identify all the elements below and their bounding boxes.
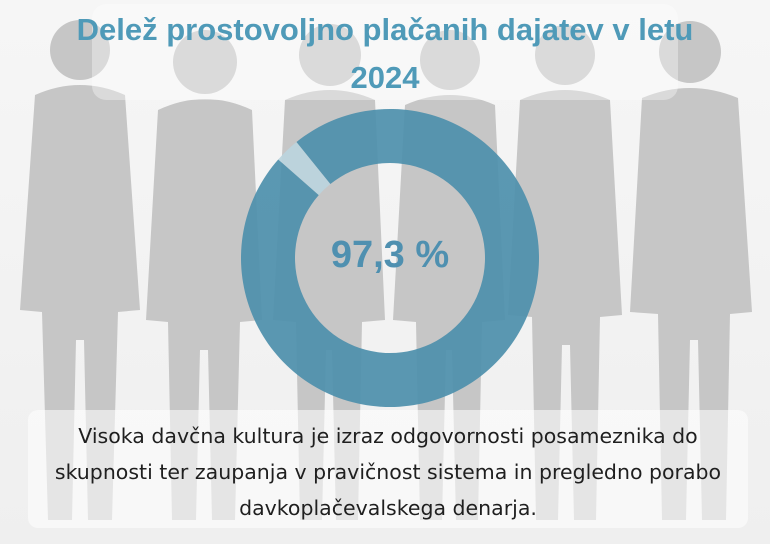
page-title: Delež prostovoljno plačanih dajatev v le…: [76, 12, 694, 95]
donut-slice-rest: [278, 142, 331, 196]
title-backdrop: [92, 4, 678, 100]
donut-slice-main: [240, 109, 540, 408]
caption-backdrop: [28, 410, 748, 528]
caption-text: Visoka davčna kultura je izraz odgovorno…: [54, 424, 722, 520]
donut-chart: [240, 109, 540, 408]
donut-center-value: 97,3 %: [330, 234, 450, 276]
